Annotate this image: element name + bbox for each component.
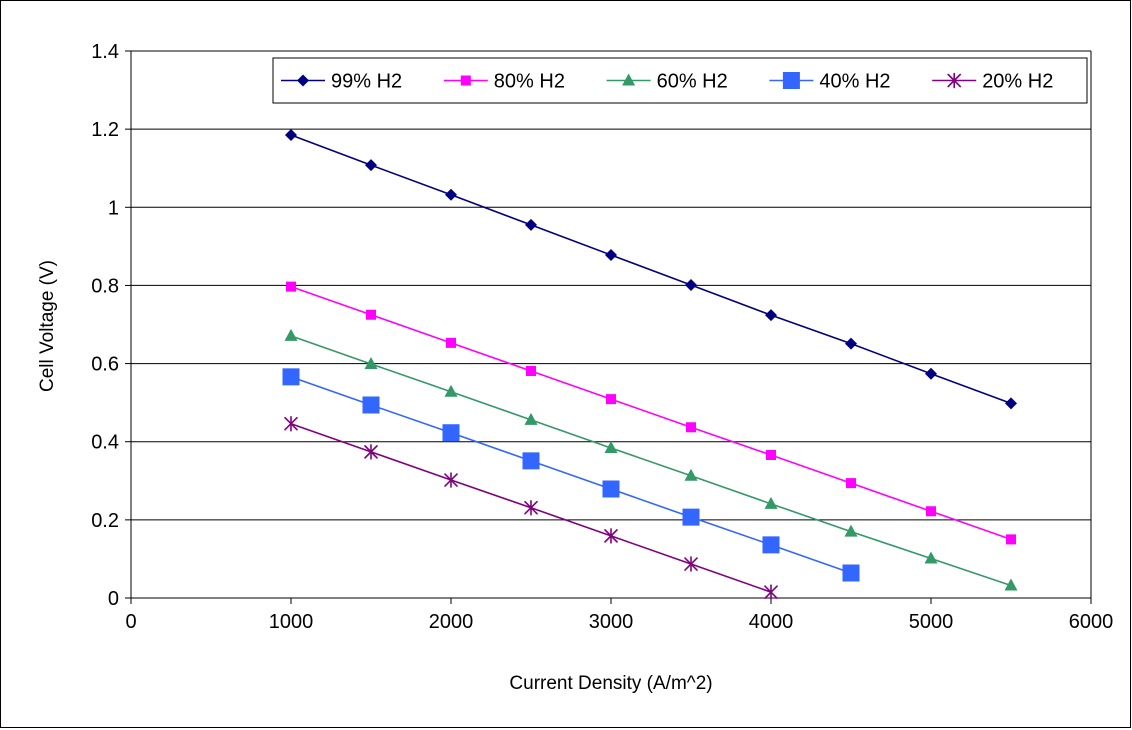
data-point [925,367,937,380]
data-point [522,452,540,470]
data-point [444,472,458,488]
data-point [842,564,860,582]
x-axis-title: Current Density (A/m^2) [509,673,712,694]
data-point [764,496,778,509]
data-point [364,444,378,460]
data-point [604,528,618,544]
data-point [765,309,777,322]
data-point [365,159,377,172]
data-point [766,449,776,460]
y-tick-label: 0.4 [91,432,119,454]
y-tick-label: 1.4 [91,41,119,63]
data-point [602,480,620,498]
data-point [1005,397,1017,410]
x-tick-label: 5000 [909,611,954,633]
data-point [947,72,962,89]
legend-label: 40% H2 [819,71,890,93]
data-point [525,218,537,231]
data-point [362,396,380,414]
data-point [460,75,471,86]
data-point [924,551,938,564]
data-point [284,328,298,341]
data-point [526,365,536,376]
data-point [364,356,378,369]
series-line [290,335,1012,587]
data-point [686,422,696,433]
data-point [286,281,296,292]
series [286,281,1016,545]
legend-entry: 99% H2 [281,71,402,93]
legend-label: 80% H2 [494,71,565,93]
data-point [762,536,780,554]
data-point [1006,534,1016,545]
data-point [926,506,936,517]
data-point [684,468,698,481]
y-tick-label: 1.2 [91,119,119,141]
series-line [290,376,852,574]
y-tick-label: 0.2 [91,510,119,532]
series [282,368,860,582]
data-point [682,508,700,526]
data-point [524,499,538,516]
data-point [282,368,300,386]
legend-label: 20% H2 [982,71,1053,93]
y-tick-label: 1 [108,197,119,219]
legend-entry: 20% H2 [932,71,1053,93]
series [285,129,1017,410]
legend-label: 99% H2 [331,71,402,93]
series-group [282,129,1018,600]
y-tick-label: 0.6 [91,354,119,376]
data-point [442,424,460,442]
legend: 99% H2 80% H2 60% H2 40% H2 20% H2 [272,57,1088,104]
data-point [297,74,309,87]
data-point [846,478,856,489]
series [284,328,1018,591]
data-point [685,279,697,292]
x-tick-label: 0 [125,611,136,633]
legend-entry: 40% H2 [769,71,891,93]
x-tick-label: 1000 [269,611,314,633]
series-line [290,285,1012,541]
data-point [366,309,376,320]
legend-entry: 60% H2 [606,71,728,93]
data-point [524,412,538,425]
legend-label: 60% H2 [657,71,728,93]
data-point [764,584,778,600]
data-point [782,72,800,89]
axes: 0 0.2 0.4 0.6 0.8 1 1.2 1.4 0 1000 2000 3000 4000 500… [91,41,1113,633]
x-tick-label: 6000 [1069,611,1114,633]
y-axis-title: Cell Voltage (V) [37,260,58,392]
data-point [844,524,858,537]
series [284,415,778,600]
series-line [290,134,1012,405]
data-point [622,73,636,86]
data-point [845,337,857,350]
data-point [444,384,458,397]
legend-entry: 80% H2 [443,71,565,93]
data-point [605,248,617,261]
data-point [284,415,298,432]
data-point [606,394,616,405]
x-tick-label: 3000 [589,611,634,633]
x-tick-label: 2000 [429,611,474,633]
data-point [604,440,618,453]
x-tick-label: 4000 [749,611,794,633]
data-point [285,129,297,142]
data-point [446,337,456,348]
y-tick-label: 0 [108,588,119,610]
data-point [1004,578,1018,591]
data-point [445,188,457,201]
y-tick-label: 0.8 [91,275,119,297]
data-point [684,556,698,572]
